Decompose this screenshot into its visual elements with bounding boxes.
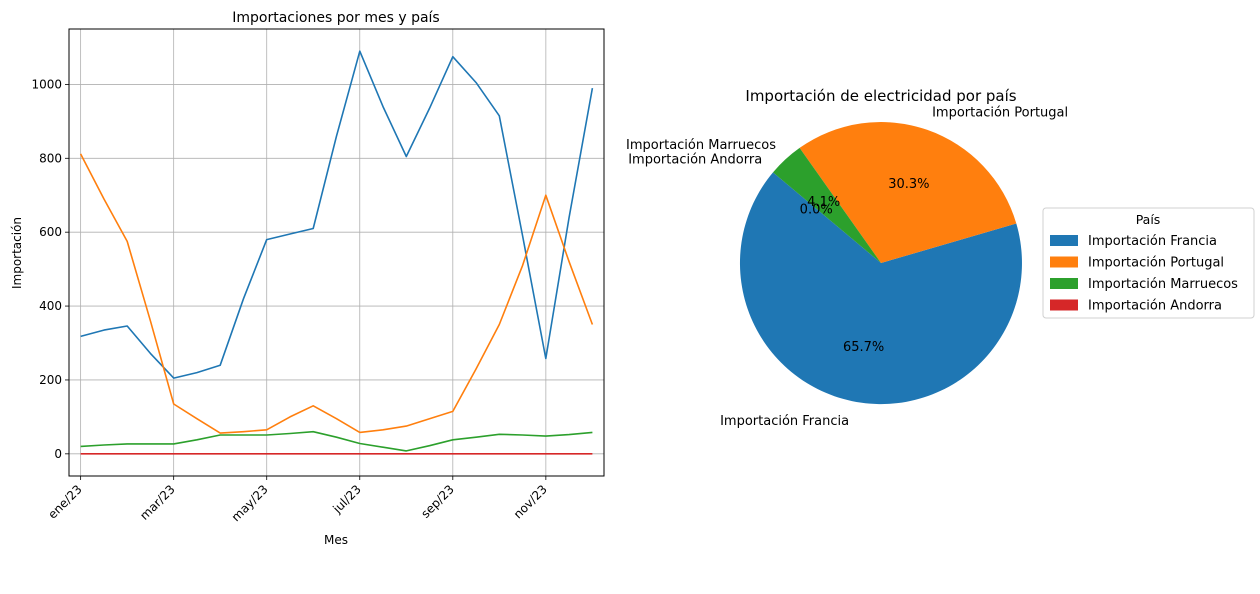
x-tick-label: mar/23 [137, 482, 178, 523]
pie-slice-importacion-francia [739, 172, 1022, 405]
legend-swatch [1050, 278, 1078, 289]
pie-legend: País Importación Francia Importación Port… [1042, 207, 1255, 319]
line-chart-title: Importaciones por mes y país [232, 10, 439, 26]
x-tick-label: may/23 [229, 482, 271, 524]
y-tick-label: 400 [39, 299, 62, 313]
pie-chart-title: Importación de electricidad por país [745, 87, 1016, 105]
x-tick-label: nov/23 [511, 482, 550, 521]
line-chart-y-ticks: 0 200 400 600 800 1000 [31, 77, 69, 461]
line-series-importacion-francia [80, 50, 594, 379]
legend-items: Importación Francia Importación Portugal I… [1050, 234, 1238, 314]
legend-swatch [1050, 256, 1078, 268]
pie-slice-label: Importación Francia [720, 414, 849, 429]
pie-slice-importacion-marruecos [773, 147, 881, 263]
legend-label: Importación Andorra [1088, 299, 1222, 314]
legend-swatch [1050, 235, 1078, 246]
line-chart-y-axis-label: Importación [10, 217, 24, 289]
pie-slice-label: Importación Andorra [628, 152, 762, 167]
line-chart-grid [69, 29, 604, 476]
line-chart-plot-frame [68, 28, 605, 477]
line-chart-x-ticks: ene/23 mar/23 may/23 jul/23 sep/23 nov/23 [45, 476, 550, 524]
legend-label: Importación Francia [1088, 234, 1217, 249]
pie-labels: Importación Francia 65.7% Importación Port… [626, 106, 1068, 429]
line-series-importacion-marruecos [80, 430, 593, 452]
pie-pct-label: 4.1% [807, 195, 840, 210]
pie-chart: Importación de electricidad por país Imp… [626, 87, 1255, 429]
legend-frame [1042, 207, 1255, 319]
x-tick-label: sep/23 [418, 482, 457, 521]
pie-slice-label: Importación Portugal [932, 106, 1068, 121]
pie-pct-label: 0.0% [800, 203, 833, 218]
y-tick-label: 600 [39, 225, 62, 239]
legend-label: Importación Marruecos [1088, 277, 1238, 292]
pie-slice-importacion-portugal [799, 122, 1017, 264]
line-chart: Importaciones por mes y país 0 200 400 600 8… [10, 10, 605, 547]
pie-slice-label: Importación Marruecos [626, 138, 776, 153]
line-chart-x-axis-label: Mes [324, 533, 348, 547]
y-tick-label: 1000 [31, 77, 62, 91]
legend-label: Importación Portugal [1088, 256, 1224, 271]
y-tick-label: 200 [39, 373, 62, 387]
pie-pct-label: 65.7% [843, 340, 884, 355]
line-chart-series [79, 50, 594, 455]
x-tick-label: jul/23 [330, 482, 364, 516]
line-series-importacion-portugal [79, 153, 594, 434]
y-tick-label: 0 [54, 447, 62, 461]
legend-title: País [1136, 212, 1161, 227]
legend-swatch [1050, 299, 1078, 311]
pie-slices [739, 122, 1022, 405]
x-tick-label: ene/23 [45, 482, 84, 521]
y-tick-label: 800 [39, 151, 62, 165]
pie-pct-label: 30.3% [888, 177, 929, 192]
